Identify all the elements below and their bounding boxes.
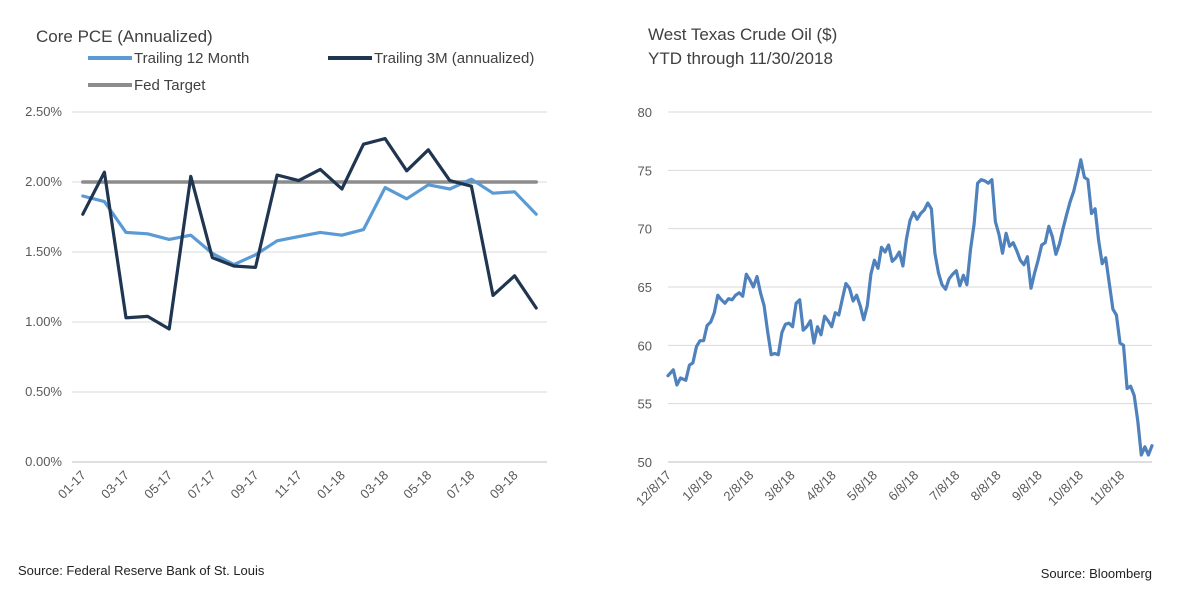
core-pce-y-tick-label: 0.00% bbox=[25, 454, 62, 469]
wti-y-tick-label: 60 bbox=[638, 338, 652, 353]
core-pce-x-tick-label: 05-18 bbox=[400, 468, 434, 502]
core-pce-legend: Trailing 12 Month Trailing 3M (annualized… bbox=[88, 50, 534, 94]
wti-y-tick-label: 75 bbox=[638, 163, 652, 178]
core-pce-series bbox=[81, 137, 538, 331]
core-pce-x-tick-label: 09-17 bbox=[228, 468, 262, 502]
core-pce-y-tick-label: 2.50% bbox=[25, 104, 62, 119]
core-pce-x-tick-label: 01-17 bbox=[55, 468, 89, 502]
core-pce-y-tick-label: 1.50% bbox=[25, 244, 62, 259]
core-pce-x-tick-label: 09-18 bbox=[487, 468, 521, 502]
wti-x-tick-label: 9/8/18 bbox=[1009, 468, 1045, 504]
core-pce-x-tick-label: 07-17 bbox=[184, 468, 218, 502]
core-pce-x-axis: 01-17 03-17 05-17 07-17 09-17 11-17 01-18 03-18… bbox=[55, 468, 521, 502]
core-pce-gridlines bbox=[72, 111, 547, 463]
wti-x-tick-label: 6/8/18 bbox=[885, 468, 921, 504]
core-pce-legend-label: Trailing 3M (annualized) bbox=[374, 50, 534, 67]
core-pce-x-tick-label: 01-18 bbox=[314, 468, 348, 502]
wti-x-tick-label: 12/8/17 bbox=[633, 468, 674, 509]
core-pce-source: Source: Federal Reserve Bank of St. Loui… bbox=[18, 563, 265, 578]
wti-x-tick-label: 2/8/18 bbox=[720, 468, 756, 504]
core-pce-x-tick-label: 11-17 bbox=[271, 468, 304, 501]
core-pce-y-axis: 0.00% 0.50% 1.00% 1.50% 2.00% 2.50% bbox=[25, 104, 62, 469]
wti-x-tick-label: 8/8/18 bbox=[968, 468, 1004, 504]
core-pce-x-tick-label: 03-18 bbox=[357, 468, 391, 502]
wti-source: Source: Bloomberg bbox=[1041, 566, 1152, 581]
core-pce-x-tick-label: 05-17 bbox=[141, 468, 175, 502]
wti-x-tick-label: 10/8/18 bbox=[1045, 468, 1086, 509]
core-pce-x-tick-label: 03-17 bbox=[98, 468, 132, 502]
wti-x-tick-label: 3/8/18 bbox=[762, 468, 798, 504]
wti-x-tick-label: 4/8/18 bbox=[803, 468, 839, 504]
wti-y-tick-label: 50 bbox=[638, 455, 652, 470]
core-pce-y-tick-label: 1.00% bbox=[25, 314, 62, 329]
wti-y-tick-label: 70 bbox=[638, 222, 652, 237]
wti-price-line bbox=[666, 158, 1154, 457]
core-pce-x-tick-label: 07-18 bbox=[443, 468, 477, 502]
core-pce-title: Core PCE (Annualized) bbox=[36, 27, 213, 46]
wti-x-tick-label: 11/8/18 bbox=[1087, 468, 1128, 509]
wti-y-axis: 50 55 60 65 70 75 80 bbox=[638, 105, 652, 470]
wti-x-tick-label: 5/8/18 bbox=[844, 468, 880, 504]
core-pce-legend-label: Trailing 12 Month bbox=[134, 50, 249, 67]
wti-oil-chart: West Texas Crude Oil ($) YTD through 11/… bbox=[633, 25, 1154, 581]
core-pce-legend-label: Fed Target bbox=[134, 77, 206, 94]
wti-x-tick-label: 1/8/18 bbox=[679, 468, 715, 504]
wti-title: West Texas Crude Oil ($) bbox=[648, 25, 837, 44]
core-pce-series-line-1 bbox=[81, 137, 538, 331]
wti-y-tick-label: 65 bbox=[638, 280, 652, 295]
wti-series bbox=[666, 158, 1154, 457]
core-pce-chart: Core PCE (Annualized) Trailing 12 Month T… bbox=[18, 27, 547, 578]
wti-y-tick-label: 55 bbox=[638, 397, 652, 412]
wti-x-tick-label: 7/8/18 bbox=[926, 468, 962, 504]
core-pce-y-tick-label: 2.00% bbox=[25, 174, 62, 189]
wti-y-tick-label: 80 bbox=[638, 105, 652, 120]
core-pce-y-tick-label: 0.50% bbox=[25, 384, 62, 399]
wti-subtitle: YTD through 11/30/2018 bbox=[648, 49, 833, 68]
wti-x-axis: 12/8/17 1/8/18 2/8/18 3/8/18 4/8/18 5/8/18 6/8… bbox=[633, 468, 1127, 509]
